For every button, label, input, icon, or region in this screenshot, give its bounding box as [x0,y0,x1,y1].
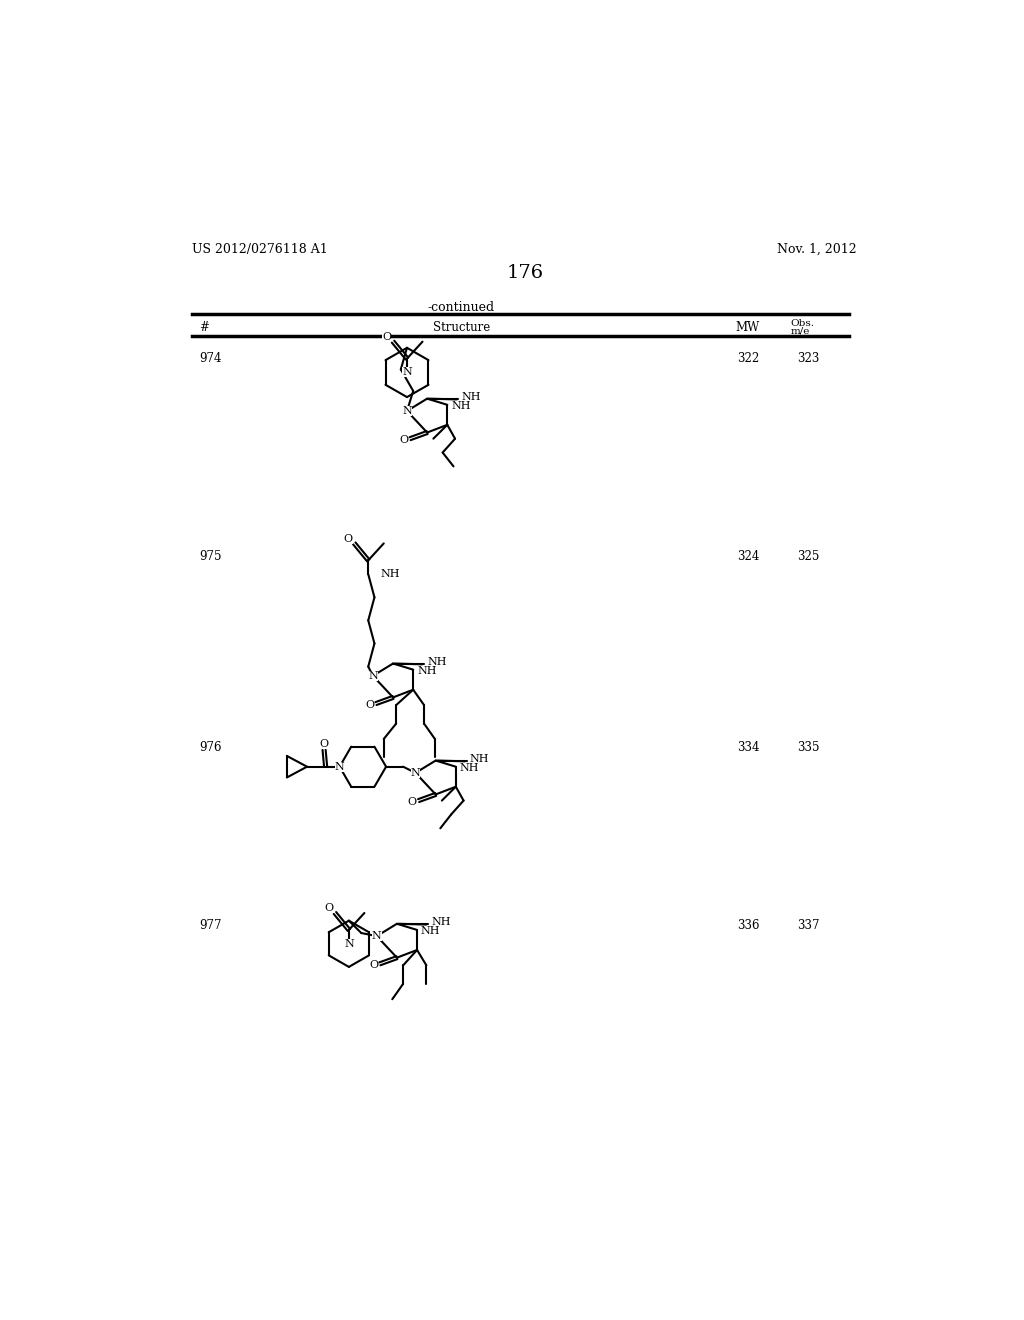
Text: 334: 334 [736,742,759,754]
Text: 974: 974 [200,352,222,366]
Text: N: N [368,671,378,681]
Text: #: # [200,321,209,334]
Text: 325: 325 [798,549,819,562]
Text: NH: NH [427,657,446,667]
Text: NH: NH [461,392,480,403]
Text: 324: 324 [737,549,759,562]
Text: NH: NH [452,401,471,412]
Text: 335: 335 [798,742,819,754]
Text: US 2012/0276118 A1: US 2012/0276118 A1 [191,243,328,256]
Text: 323: 323 [798,352,819,366]
Text: 176: 176 [506,264,544,282]
Text: O: O [408,797,417,807]
Text: 337: 337 [798,919,819,932]
Text: N: N [402,367,412,378]
Text: N: N [335,762,344,772]
Text: 977: 977 [200,919,222,932]
Text: O: O [366,700,375,710]
Text: MW: MW [736,321,760,334]
Text: NH: NH [381,569,400,579]
Text: 975: 975 [200,549,222,562]
Text: NH: NH [417,667,436,676]
Text: Nov. 1, 2012: Nov. 1, 2012 [777,243,856,256]
Text: Structure: Structure [432,321,489,334]
Text: Obs.: Obs. [791,318,815,327]
Text: O: O [382,333,391,342]
Text: NH: NH [421,927,440,936]
Text: N: N [372,931,382,941]
Text: 322: 322 [737,352,759,366]
Text: N: N [344,939,353,949]
Text: m/e: m/e [791,326,810,335]
Text: 336: 336 [736,919,759,932]
Text: O: O [399,436,409,445]
Text: 976: 976 [200,742,222,754]
Text: -continued: -continued [428,301,495,314]
Text: N: N [402,407,412,416]
Text: O: O [343,533,352,544]
Text: NH: NH [460,763,479,774]
Text: NH: NH [431,917,451,927]
Text: O: O [319,739,329,748]
Text: NH: NH [470,754,489,764]
Text: O: O [325,903,333,913]
Text: N: N [411,768,421,777]
Text: O: O [369,961,378,970]
